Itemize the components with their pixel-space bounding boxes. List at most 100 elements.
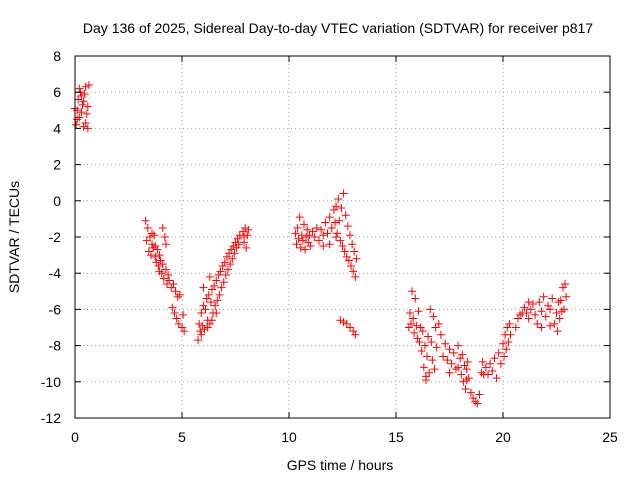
data-point	[196, 327, 205, 336]
data-point	[296, 243, 305, 252]
data-point	[230, 249, 239, 258]
data-point	[556, 296, 565, 305]
data-point	[295, 213, 304, 222]
data-point	[178, 323, 186, 332]
data-point	[158, 260, 167, 269]
data-point	[503, 323, 512, 332]
data-point	[172, 314, 181, 323]
data-point	[494, 348, 503, 357]
data-point	[533, 319, 542, 328]
data-point	[331, 218, 340, 227]
data-point	[457, 370, 466, 379]
data-point	[341, 211, 350, 220]
data-point	[77, 91, 86, 100]
data-point	[458, 350, 467, 359]
data-point	[332, 233, 341, 241]
data-point	[164, 271, 173, 280]
data-point	[524, 314, 533, 323]
data-point	[541, 312, 550, 321]
data-point	[505, 319, 514, 328]
data-point	[216, 267, 225, 276]
data-point	[175, 290, 184, 299]
data-point	[207, 316, 216, 325]
data-point	[199, 301, 208, 310]
data-point	[314, 236, 323, 245]
y-tick-label: 6	[53, 84, 61, 100]
data-point	[490, 354, 499, 363]
data-point	[345, 231, 354, 240]
data-point	[299, 220, 308, 229]
data-point	[151, 252, 160, 261]
data-point	[451, 365, 460, 374]
data-point	[496, 359, 505, 368]
data-point	[75, 84, 84, 93]
data-point	[325, 240, 334, 249]
data-point	[466, 388, 475, 397]
data-point	[461, 385, 470, 394]
data-point	[409, 314, 418, 323]
data-point	[231, 238, 240, 247]
data-point	[212, 309, 221, 318]
data-point	[462, 365, 471, 374]
data-point	[180, 327, 189, 336]
data-point	[408, 287, 417, 296]
data-point	[226, 260, 235, 269]
data-point	[404, 323, 413, 332]
data-point	[473, 399, 482, 408]
data-point	[211, 301, 220, 310]
data-point	[537, 323, 546, 332]
data-point	[154, 261, 163, 270]
data-point	[310, 233, 319, 241]
data-point	[173, 292, 182, 301]
data-point	[78, 100, 87, 109]
y-tick-label: -6	[49, 301, 62, 317]
data-point	[292, 240, 301, 249]
data-point	[145, 233, 154, 241]
data-point	[436, 330, 445, 339]
data-point	[327, 223, 336, 232]
data-point	[241, 223, 250, 232]
data-point	[417, 347, 426, 356]
data-point	[214, 271, 223, 280]
data-point	[469, 394, 478, 403]
data-point	[405, 309, 414, 318]
data-point	[212, 276, 221, 285]
data-point	[432, 343, 441, 352]
data-point	[345, 323, 354, 332]
data-point	[149, 243, 158, 252]
data-point	[463, 357, 472, 366]
x-tick-label: 10	[281, 429, 297, 445]
data-point	[342, 319, 351, 328]
data-point	[531, 310, 540, 319]
data-point	[349, 327, 358, 336]
data-point	[516, 310, 525, 319]
data-point	[171, 287, 180, 296]
data-point	[429, 312, 438, 321]
data-point	[169, 280, 178, 289]
data-point	[308, 227, 317, 236]
data-point	[304, 238, 313, 247]
data-point	[419, 363, 428, 372]
data-point	[319, 242, 328, 251]
data-point	[477, 368, 486, 377]
data-point	[535, 298, 544, 307]
data-point	[410, 328, 419, 337]
data-point	[194, 336, 203, 345]
data-point	[160, 233, 169, 241]
y-tick-label: -12	[41, 410, 61, 426]
data-point	[234, 240, 243, 249]
data-point	[73, 115, 82, 124]
data-point	[167, 283, 176, 292]
data-point	[492, 374, 501, 383]
data-point	[351, 272, 360, 281]
data-point	[413, 334, 422, 343]
data-point	[561, 280, 570, 289]
data-point	[153, 245, 162, 254]
data-point	[232, 243, 241, 252]
data-point	[302, 233, 311, 241]
data-point	[77, 108, 86, 117]
data-point	[511, 323, 520, 332]
data-point	[423, 352, 432, 361]
data-point	[75, 113, 84, 122]
data-point	[332, 202, 341, 211]
